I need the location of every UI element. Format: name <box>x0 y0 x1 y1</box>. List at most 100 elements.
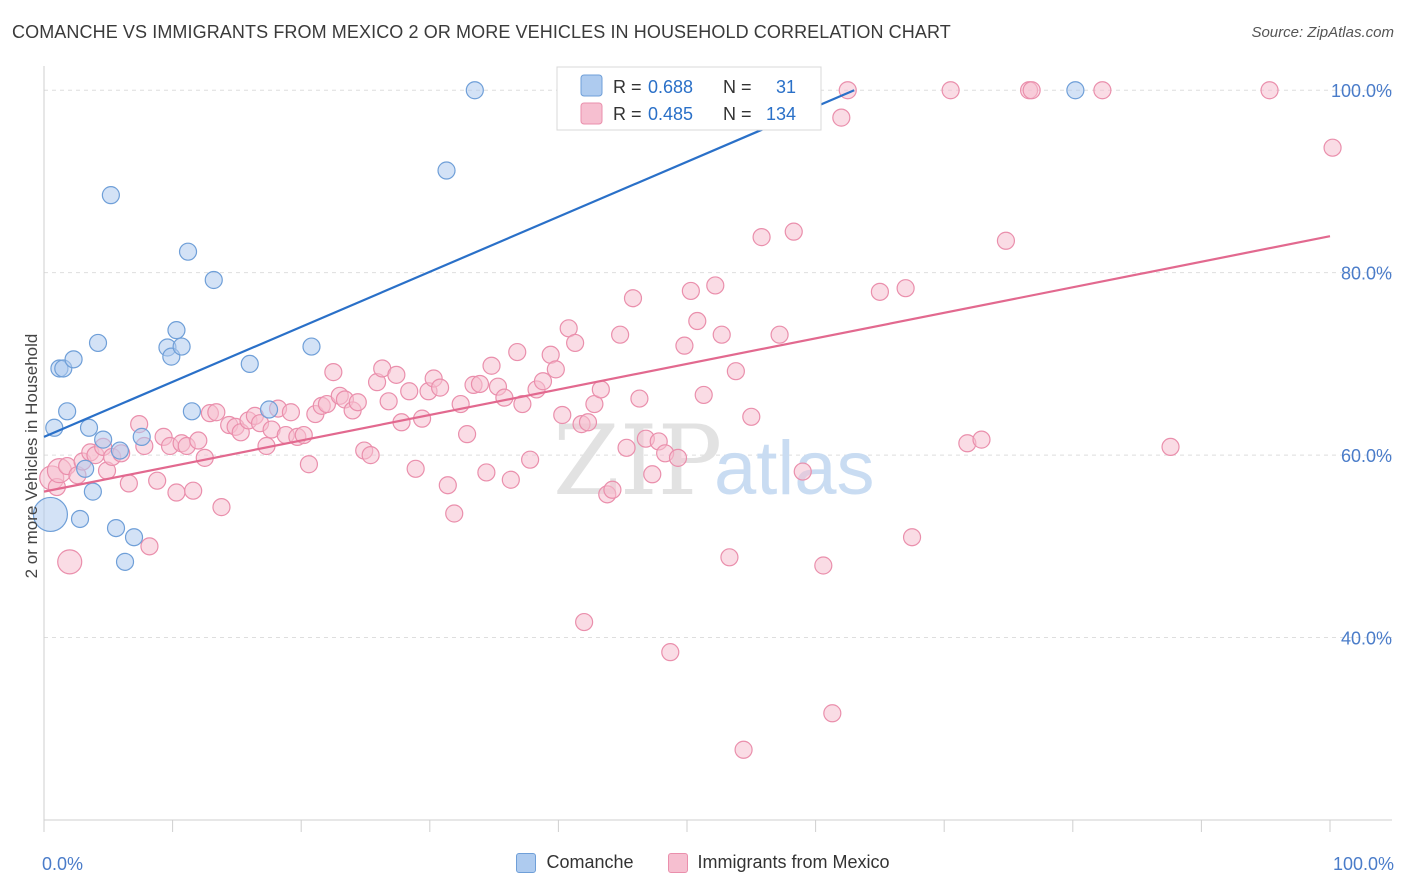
mexico-point <box>438 476 457 495</box>
mexico-point <box>770 325 789 344</box>
mexico-point <box>668 448 688 467</box>
mexico-point <box>212 498 231 517</box>
comanche-point <box>70 509 90 529</box>
stats-legend: R = 0.688 N = 31 R = 0.485 N = 134 <box>556 66 822 131</box>
comanche-point <box>1066 81 1085 100</box>
mexico-point <box>207 403 226 422</box>
stats-r-value-comanche: 0.688 <box>648 77 693 97</box>
series-comanche-points <box>32 81 1085 571</box>
legend-swatch-mexico <box>667 852 688 873</box>
comanche-point <box>64 350 83 369</box>
mexico-point <box>140 537 159 556</box>
comanche-point <box>101 186 120 205</box>
mexico-point <box>661 643 680 662</box>
comanche-point <box>88 333 108 353</box>
comanche-point <box>58 402 77 421</box>
mexico-point <box>566 333 585 353</box>
mexico-point <box>119 474 138 493</box>
mexico-point <box>387 365 406 384</box>
x-tick-labels: 0.0% 100.0% <box>42 854 1394 874</box>
mexico-point <box>681 281 700 301</box>
legend-label-mexico: Immigrants from Mexico <box>697 852 890 872</box>
mexico-point <box>184 481 203 500</box>
mexico-point <box>726 362 745 381</box>
axes <box>43 66 1392 832</box>
mexico-point <box>630 389 649 408</box>
mexico-point <box>495 388 514 407</box>
mexico-point <box>400 382 419 401</box>
mexico-point <box>734 740 753 759</box>
mexico-point <box>742 407 761 426</box>
mexico-point <box>941 81 960 100</box>
mexico-point <box>521 450 540 469</box>
mexico-point <box>675 336 694 355</box>
mexico-point <box>784 222 803 241</box>
mexico-point <box>457 425 477 444</box>
source-credit: Source: ZipAtlas.com <box>1251 24 1394 41</box>
stats-n-label-mexico: N = <box>723 104 752 124</box>
comanche-point <box>110 441 129 460</box>
mexico-point <box>324 363 343 382</box>
stats-n-value-mexico: 134 <box>766 104 796 124</box>
mexico-point <box>752 228 771 247</box>
comanche-point <box>240 354 259 374</box>
mexico-point <box>902 528 922 547</box>
stats-r-value-mexico: 0.485 <box>648 104 693 124</box>
stats-r-label-comanche: R = <box>613 77 642 97</box>
mexico-point <box>832 108 851 127</box>
mexico-point <box>189 431 208 450</box>
mexico-point <box>477 463 496 482</box>
comanche-point <box>32 496 69 533</box>
trendline-mexico <box>43 235 1331 493</box>
mexico-point <box>501 470 520 489</box>
y-tick-label: 80.0% <box>1341 264 1392 284</box>
x-tick-label-min: 0.0% <box>42 854 83 874</box>
comanche-point <box>437 161 456 180</box>
mexico-point <box>720 548 739 567</box>
comanche-point <box>178 242 198 261</box>
mexico-point <box>533 372 553 391</box>
mexico-point <box>575 612 594 632</box>
mexico-point <box>591 380 610 399</box>
comanche-point <box>465 81 484 100</box>
mexico-point <box>643 465 662 484</box>
comanche-point <box>172 337 191 356</box>
mexico-point <box>57 549 83 575</box>
mexico-point <box>823 704 842 723</box>
mexico-point <box>1323 138 1342 157</box>
stats-n-value-comanche: 31 <box>776 77 796 97</box>
mexico-point <box>470 374 490 394</box>
y-tick-labels: 40.0% 60.0% 80.0% 100.0% <box>1331 81 1392 648</box>
stats-r-label-mexico: R = <box>613 104 642 124</box>
y-axis-label: 2 or more Vehicles in Household <box>22 334 41 579</box>
stats-n-label-comanche: N = <box>723 77 752 97</box>
stats-legend-swatch-mexico <box>580 102 603 125</box>
mexico-point <box>617 438 636 457</box>
mexico-point <box>611 325 630 344</box>
mexico-point <box>1260 81 1279 100</box>
comanche-point <box>79 418 99 437</box>
mexico-point <box>694 385 713 405</box>
comanche-point <box>132 427 151 446</box>
mexico-point <box>578 413 598 432</box>
comanche-point <box>302 337 321 356</box>
y-tick-label: 100.0% <box>1331 81 1392 101</box>
mexico-point <box>482 356 501 375</box>
legend-item-mexico: Immigrants from Mexico <box>667 852 890 873</box>
comanche-point <box>259 400 279 419</box>
mexico-point <box>972 430 991 449</box>
legend-swatch-comanche <box>516 852 537 873</box>
mexico-point <box>299 455 319 474</box>
stats-legend-swatch-comanche <box>580 74 603 97</box>
mexico-point <box>148 471 167 490</box>
mexico-point <box>317 394 337 414</box>
mexico-point <box>361 446 380 465</box>
mexico-point <box>870 282 890 301</box>
mexico-point <box>688 311 707 331</box>
comanche-point <box>106 518 126 538</box>
y-tick-label: 40.0% <box>1341 629 1392 649</box>
legend-label-comanche: Comanche <box>546 852 634 872</box>
comanche-point <box>94 430 113 449</box>
comanche-point <box>83 482 102 501</box>
